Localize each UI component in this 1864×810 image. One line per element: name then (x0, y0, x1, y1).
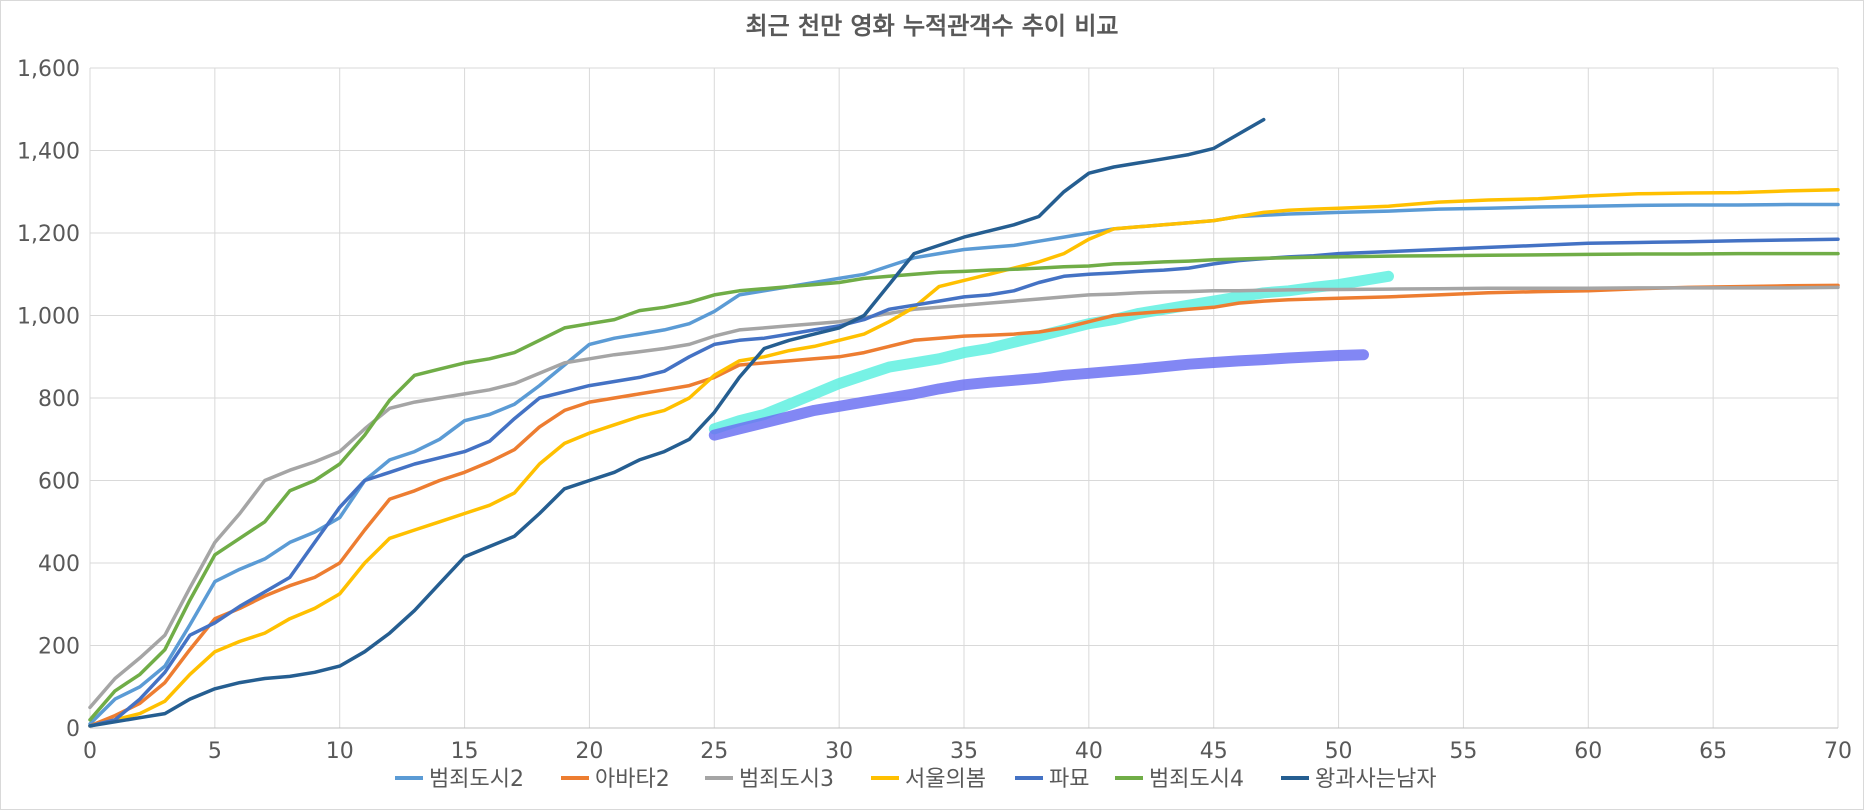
y-tick-label: 1,600 (17, 57, 80, 82)
series-lines (88, 117, 1840, 728)
legend-label: 왕과사는남자 (1315, 767, 1436, 792)
series-line-서울의봄 (88, 187, 1840, 728)
legend-label: 범죄도시2 (429, 767, 524, 792)
legend-item[interactable]: 아바타2 (561, 767, 670, 792)
x-tick-label: 30 (825, 739, 853, 764)
series-line-범죄도시3 (88, 285, 1840, 710)
axes: 0 200 400 600 800 1,000 1,200 1,400 1,600 0 5 10 15 2… (17, 57, 1852, 764)
x-tick-label: 55 (1449, 739, 1477, 764)
series-line-아바타2 (88, 283, 1840, 728)
legend-label: 서울의봄 (905, 767, 986, 792)
x-tick-label: 5 (208, 739, 222, 764)
x-tick-label: 70 (1824, 739, 1852, 764)
x-tick-label: 10 (326, 739, 354, 764)
legend: 범죄도시2 아바타2 범죄도시3 서울의봄 파묘 범죄도시4 왕과사는남자 (395, 767, 1436, 792)
x-tick-label: 50 (1325, 739, 1353, 764)
x-tick-label: 20 (575, 739, 603, 764)
legend-label: 파묘 (1049, 767, 1089, 792)
legend-item[interactable]: 파묘 (1015, 767, 1089, 792)
legend-item[interactable]: 왕과사는남자 (1281, 767, 1436, 792)
x-tick-label: 35 (950, 739, 978, 764)
x-tick-label: 60 (1574, 739, 1602, 764)
y-tick-label: 1,200 (17, 222, 80, 247)
series-line-왕과사는남자 (88, 117, 1266, 728)
x-tick-label: 15 (451, 739, 479, 764)
series-line-파묘 (88, 237, 1840, 728)
legend-item[interactable]: 범죄도시3 (705, 767, 834, 792)
highlighter-stroke (708, 349, 1369, 441)
series-line-범죄도시2 (88, 202, 1840, 726)
legend-item[interactable]: 범죄도시2 (395, 767, 524, 792)
y-tick-label: 1,400 (17, 140, 80, 165)
y-tick-label: 800 (38, 387, 80, 412)
legend-label: 아바타2 (595, 767, 670, 792)
legend-label: 범죄도시4 (1149, 767, 1244, 792)
x-tick-label: 65 (1699, 739, 1727, 764)
x-tick-label: 45 (1200, 739, 1228, 764)
y-tick-label: 600 (38, 470, 80, 495)
legend-label: 범죄도시3 (739, 767, 834, 792)
gridlines (89, 67, 1839, 729)
legend-item[interactable]: 서울의봄 (871, 767, 986, 792)
y-tick-label: 1,000 (17, 305, 80, 330)
x-tick-label: 25 (700, 739, 728, 764)
y-tick-label: 200 (38, 635, 80, 660)
legend-item[interactable]: 범죄도시4 (1115, 767, 1244, 792)
series-line-범죄도시4 (88, 251, 1840, 722)
chart-title: 최근 천만 영화 누적관객수 추이 비교 (746, 12, 1119, 40)
x-tick-label: 40 (1075, 739, 1103, 764)
x-tick-label: 0 (83, 739, 97, 764)
y-tick-label: 400 (38, 552, 80, 577)
y-tick-label: 0 (66, 717, 80, 742)
